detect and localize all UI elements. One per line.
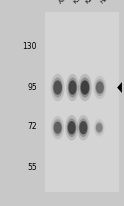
Bar [45,12,119,192]
Ellipse shape [96,81,104,94]
Ellipse shape [53,80,62,95]
Ellipse shape [65,115,78,140]
Ellipse shape [94,119,105,137]
Text: K2058: K2058 [85,0,102,5]
Ellipse shape [78,118,88,137]
Text: A375: A375 [58,0,73,5]
Ellipse shape [78,74,92,101]
Ellipse shape [68,121,76,134]
Ellipse shape [93,76,106,99]
Polygon shape [117,82,122,93]
Text: 55: 55 [27,163,37,172]
Ellipse shape [53,119,62,136]
Ellipse shape [95,121,103,134]
Ellipse shape [79,121,87,134]
Ellipse shape [51,74,65,101]
Ellipse shape [66,74,79,101]
Text: 95: 95 [27,83,37,92]
Ellipse shape [54,122,62,134]
Ellipse shape [68,77,77,98]
Text: HL-60: HL-60 [100,0,116,5]
Text: 130: 130 [23,42,37,51]
Ellipse shape [68,80,77,95]
Ellipse shape [81,80,89,95]
Ellipse shape [96,123,103,132]
Ellipse shape [80,77,90,98]
Ellipse shape [95,79,105,96]
Ellipse shape [77,115,90,140]
Ellipse shape [52,77,63,98]
Text: K562: K562 [73,0,87,5]
Ellipse shape [51,116,64,139]
Text: 72: 72 [28,122,37,131]
Ellipse shape [67,118,77,137]
